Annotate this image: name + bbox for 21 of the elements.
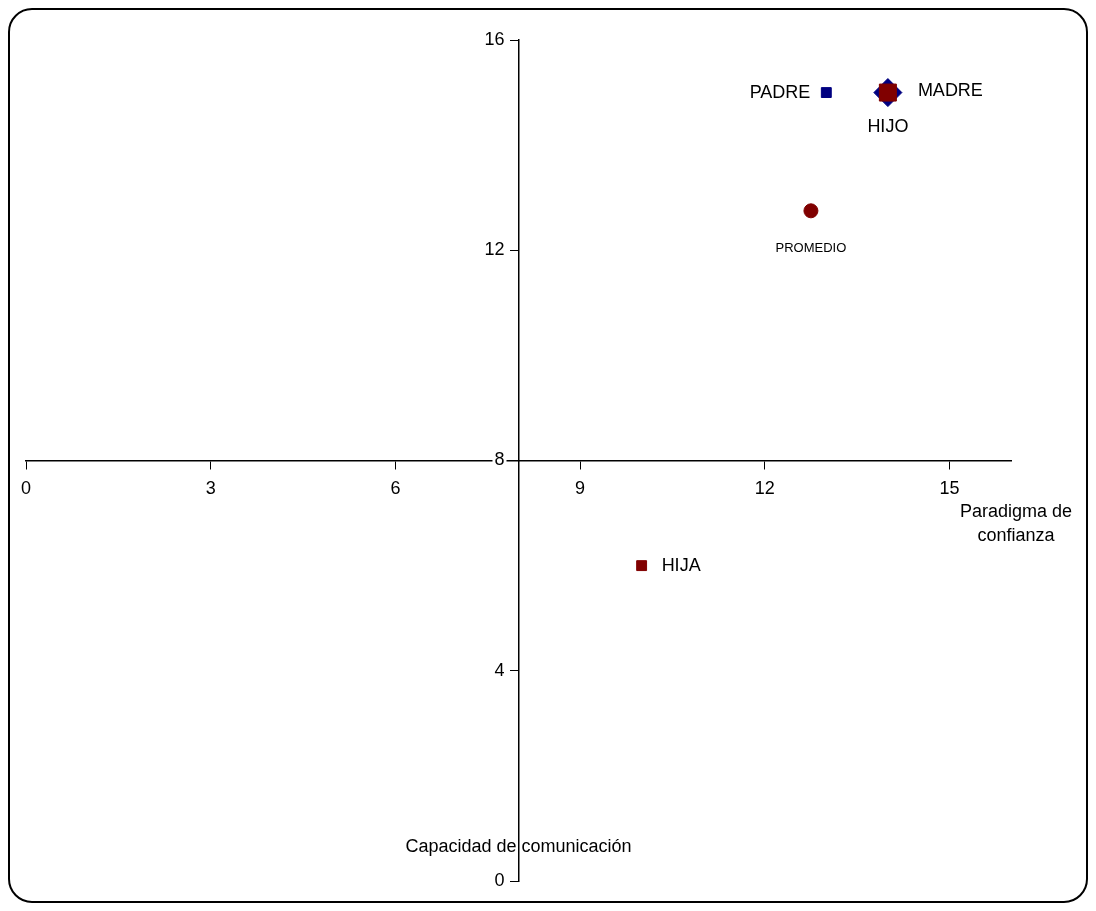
x-tick-label: 6 xyxy=(390,478,401,499)
series-label: MADRE xyxy=(917,79,983,100)
point xyxy=(820,87,832,99)
x-tick-label: 3 xyxy=(205,478,216,499)
x-tick-label: 12 xyxy=(754,478,775,499)
point xyxy=(636,560,648,572)
series-label: HIJA xyxy=(661,554,701,575)
y-tick-label: 0 xyxy=(494,869,505,890)
y-tick-label: 4 xyxy=(494,659,505,680)
y-tick-label: 16 xyxy=(484,28,505,49)
x-axis-title: Paradigma de confianza xyxy=(959,501,1073,546)
y-tick-label: 8 xyxy=(494,449,505,470)
x-tick-label: 0 xyxy=(20,478,32,499)
x-tick-label: 15 xyxy=(939,478,960,499)
text: PROMEDIO xyxy=(775,240,847,256)
series-label: PADRE xyxy=(749,81,811,102)
series-label: HIJO xyxy=(867,115,909,136)
point xyxy=(803,203,819,219)
y-tick-label: 12 xyxy=(484,239,505,260)
y-axis-title: Capacidad de comunicación xyxy=(405,835,632,856)
x-tick-label: 9 xyxy=(575,478,586,499)
